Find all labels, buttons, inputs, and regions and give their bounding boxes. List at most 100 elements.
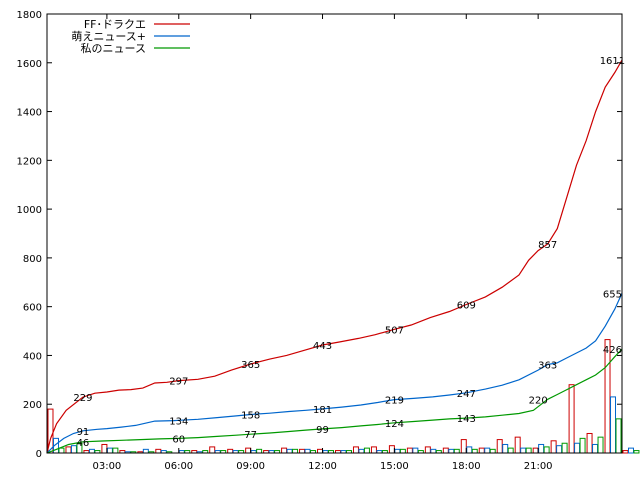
bar-0 — [281, 447, 288, 454]
x-tick-label: 18:00 — [452, 461, 481, 472]
data-label: 134 — [169, 416, 188, 427]
bar-2 — [597, 436, 604, 454]
series-line-0 — [46, 59, 623, 454]
y-tick-label: 400 — [23, 351, 42, 362]
data-label: 443 — [313, 341, 332, 352]
bar-2 — [58, 447, 65, 454]
data-label: 857 — [538, 240, 557, 251]
bar-2 — [292, 448, 299, 454]
y-tick-label: 600 — [23, 303, 42, 314]
data-label: 143 — [457, 414, 476, 425]
bar-1 — [574, 442, 581, 454]
bar-0 — [155, 448, 162, 454]
data-label: 247 — [457, 389, 476, 400]
bar-0 — [209, 446, 216, 454]
bar-1 — [142, 448, 149, 454]
y-tick-label: 1800 — [17, 10, 42, 21]
data-label: 507 — [385, 325, 404, 336]
bar-0 — [352, 446, 359, 454]
bar-0 — [65, 446, 72, 454]
bar-0 — [388, 445, 395, 454]
bar-0 — [460, 439, 467, 454]
bar-0 — [245, 447, 252, 454]
bar-2 — [633, 450, 640, 454]
y-tick-label: 1400 — [17, 108, 42, 119]
y-tick-label: 1200 — [17, 156, 42, 167]
y-tick-label: 0 — [36, 449, 42, 460]
bar-2 — [507, 447, 514, 454]
bar-0 — [478, 447, 485, 454]
bar-1 — [556, 445, 563, 454]
data-label: 60 — [172, 434, 185, 445]
data-label: 363 — [538, 360, 557, 371]
y-axis: 0 200 400 600 800 1000 1200 1400 1600 1800 — [17, 10, 622, 460]
data-label: 181 — [313, 405, 332, 416]
bar-1 — [592, 443, 599, 454]
bar-2 — [489, 448, 496, 454]
bar-1 — [627, 447, 634, 454]
bar-0 — [586, 432, 593, 454]
bar-2 — [579, 437, 586, 454]
bar-1 — [484, 447, 491, 454]
bar-1 — [88, 448, 95, 454]
bar-1 — [448, 448, 455, 454]
data-label: 655 — [603, 289, 622, 300]
bar-0 — [496, 439, 503, 454]
bar-0 — [101, 443, 108, 454]
data-label: 91 — [77, 427, 90, 438]
bar-1 — [520, 447, 527, 454]
y-tick-label: 1000 — [17, 205, 42, 216]
x-tick-label: 21:00 — [524, 461, 553, 472]
bar-1 — [502, 443, 509, 454]
x-tick-label: 09:00 — [236, 461, 265, 472]
bar-0 — [370, 446, 377, 454]
bar-2 — [256, 448, 263, 454]
bar-1 — [430, 448, 437, 454]
data-label: 229 — [73, 393, 92, 404]
bar-1 — [106, 447, 113, 454]
x-tick-label: 06:00 — [164, 461, 193, 472]
plot-frame — [46, 13, 623, 454]
data-label: 124 — [385, 419, 404, 430]
data-labels: 229 297 365 443 507 609 857 1611 91 134 158 181 219 2… — [73, 56, 625, 449]
bar-1 — [466, 446, 473, 454]
bar-1 — [412, 447, 419, 454]
hourly-bars — [47, 339, 640, 454]
bar-1 — [610, 396, 617, 454]
bar-2 — [471, 448, 478, 454]
x-tick-label: 15:00 — [380, 461, 409, 472]
data-label: 220 — [529, 395, 548, 406]
bar-1 — [394, 448, 401, 454]
x-axis: 03:00 06:00 09:00 12:00 15:00 18:00 21:00 — [92, 14, 553, 472]
bar-2 — [399, 448, 406, 454]
series-line-1 — [46, 293, 623, 454]
bar-0 — [550, 440, 557, 454]
bar-1 — [358, 448, 365, 454]
y-tick-label: 1600 — [17, 59, 42, 70]
bar-0 — [317, 448, 324, 454]
bar-1 — [286, 448, 293, 454]
bar-1 — [538, 443, 545, 454]
bar-0 — [227, 448, 234, 454]
bar-0 — [406, 447, 413, 454]
x-tick-label: 12:00 — [308, 461, 337, 472]
bar-2 — [112, 447, 119, 454]
legend-label: 私のニュース — [81, 42, 146, 55]
data-label: 426 — [603, 345, 622, 356]
bar-2 — [525, 447, 532, 454]
data-label: 158 — [241, 410, 260, 421]
bar-2 — [453, 448, 460, 454]
bar-0 — [442, 447, 449, 454]
bar-0 — [514, 436, 521, 454]
bar-0 — [299, 448, 306, 454]
data-label: 609 — [457, 300, 476, 311]
legend-label: 萌えニュース+ — [71, 29, 146, 43]
data-label: 365 — [241, 360, 260, 371]
y-tick-label: 800 — [23, 254, 42, 265]
y-tick-label: 200 — [23, 400, 42, 411]
bar-2 — [615, 418, 622, 454]
bar-0 — [532, 447, 539, 454]
legend-label: FF･ドラクエ — [84, 18, 146, 31]
